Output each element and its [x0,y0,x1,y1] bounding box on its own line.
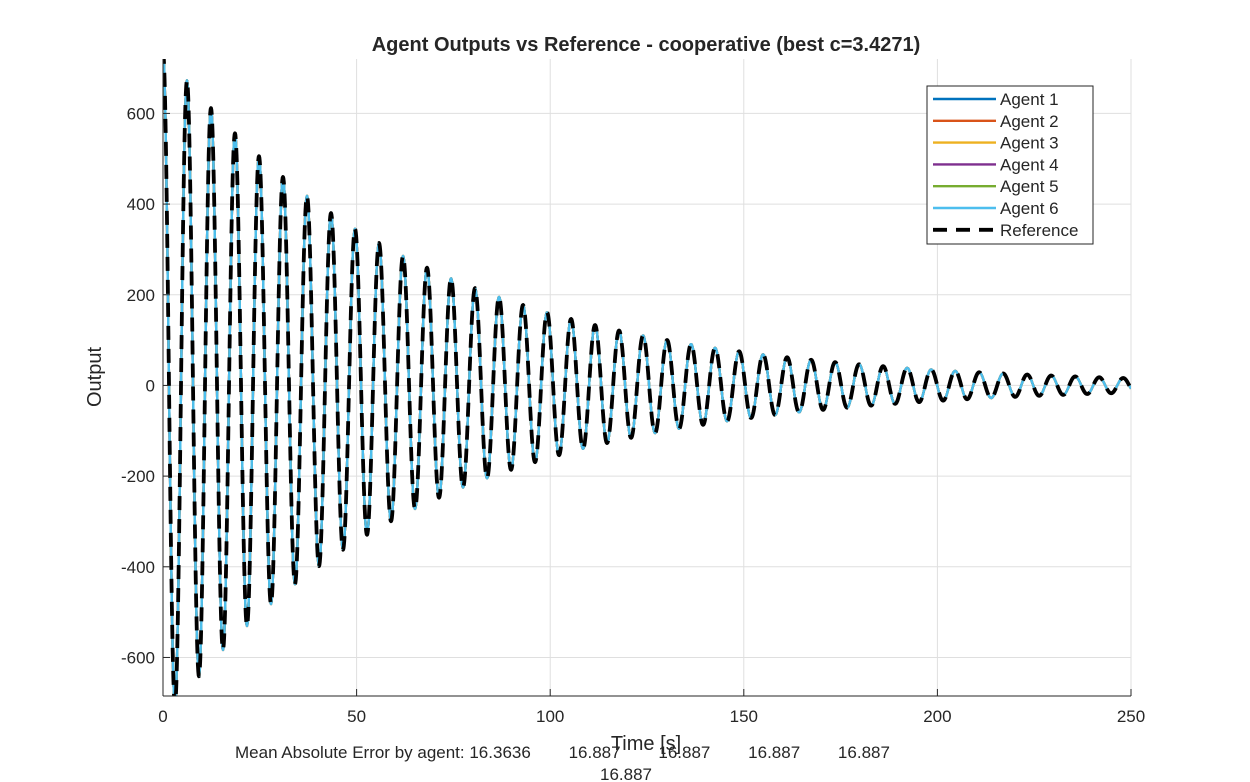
chart-title: Agent Outputs vs Reference - cooperative… [372,34,921,56]
x-tick-label: 0 [158,707,167,726]
x-tick-label: 100 [536,707,564,726]
y-tick-label: -400 [121,558,155,577]
legend: Agent 1 Agent 2 Agent 3 Agent 4 Agent 5 Agent… [926,85,1094,245]
legend-label-agent-3: Agent 3 [1000,134,1059,153]
legend-label-agent-1: Agent 1 [1000,90,1059,109]
x-tick-label: 50 [347,707,366,726]
series-layer [163,59,1131,696]
legend-label-agent-5: Agent 5 [1000,177,1059,196]
legend-entries: Agent 1 Agent 2 Agent 3 Agent 4 Agent 5 Agent… [933,90,1078,240]
y-tick-label: -600 [121,648,155,667]
legend-label-agent-4: Agent 4 [1000,155,1059,174]
series-line-reference [163,59,1131,696]
axes [162,59,1132,697]
y-tick-label: 400 [127,195,155,214]
mae-annotation-line-1: Mean Absolute Error by agent: 16.3636 16… [235,743,890,762]
y-tick-label: -200 [121,467,155,486]
tick-labels: 0 50 100 150 200 250 -600 -400 -200 0 200 400 600 [121,104,1145,726]
y-tick-label: 200 [127,286,155,305]
legend-label-agent-2: Agent 2 [1000,112,1059,131]
x-tick-label: 200 [923,707,951,726]
x-tick-label: 250 [1117,707,1145,726]
y-tick-label: 0 [146,376,155,395]
x-tick-label: 150 [730,707,758,726]
legend-label-reference: Reference [1000,221,1078,240]
y-tick-label: 600 [127,104,155,123]
y-axis-label: Output [84,347,106,407]
mae-annotation-line-2: 16.887 [600,765,652,782]
legend-label-agent-6: Agent 6 [1000,199,1059,218]
x-axis-label: Time [s] [611,733,681,755]
